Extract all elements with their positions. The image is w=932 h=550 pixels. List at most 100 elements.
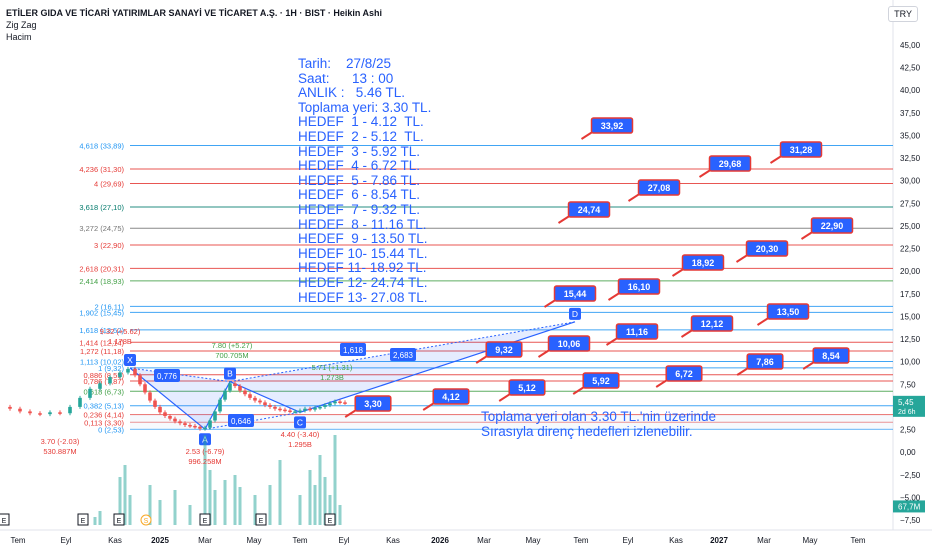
ratio-label: 0,776 bbox=[157, 372, 178, 381]
target-box bbox=[567, 201, 611, 218]
caption-line: Toplama yeri olan 3.30 TL.'nin üzerinde bbox=[481, 409, 716, 424]
volume-bar bbox=[158, 500, 162, 525]
zigzag-volume: 700.705M bbox=[215, 351, 248, 360]
target-box bbox=[690, 315, 734, 332]
target-label: 15,44 bbox=[564, 289, 587, 299]
indicator-zigzag[interactable]: Zig Zag bbox=[6, 20, 37, 30]
y-tick-label: 40,00 bbox=[900, 86, 921, 95]
target-label: 3,30 bbox=[364, 399, 382, 409]
candle-body bbox=[268, 405, 272, 407]
target-label: 31,28 bbox=[790, 145, 813, 155]
candle-body bbox=[193, 425, 197, 428]
analysis-caption: Toplama yeri olan 3.30 TL.'nin üzerinde S… bbox=[481, 409, 716, 439]
pattern-point-label: C bbox=[297, 417, 303, 427]
y-tick-label: 17,50 bbox=[900, 290, 921, 299]
candle-body bbox=[138, 375, 142, 385]
note-line: ANLIK : 5.46 TL. bbox=[298, 85, 406, 101]
candle-body bbox=[168, 415, 172, 419]
target-label: 11,16 bbox=[626, 327, 648, 337]
y-tick-label: 27,50 bbox=[900, 199, 921, 208]
candle-body bbox=[308, 408, 312, 411]
fib-level-label: 0 (2,53) bbox=[98, 425, 124, 434]
volume-bar bbox=[148, 485, 152, 525]
event-marker bbox=[199, 513, 211, 526]
zigzag-label: 9.32 (+5.62) bbox=[100, 327, 141, 336]
x-tick-label: Kas bbox=[386, 536, 400, 545]
target-box bbox=[615, 323, 659, 340]
current-volume-badge bbox=[893, 500, 925, 513]
event-marker-label: E bbox=[117, 518, 122, 525]
fib-level-label: 3 (22,90) bbox=[94, 241, 125, 250]
target-label: 10,06 bbox=[558, 339, 581, 349]
fib-level-label: 1,414 (12,14) bbox=[79, 338, 124, 347]
volume-bar bbox=[268, 485, 272, 525]
target-label: 5,12 bbox=[518, 383, 536, 393]
zigzag-volume: 530.887M bbox=[43, 447, 76, 456]
target-label: 24,74 bbox=[578, 205, 601, 215]
candle-body bbox=[178, 421, 182, 424]
volume-bar bbox=[338, 505, 342, 525]
candle-body bbox=[48, 412, 52, 415]
x-tick-label: Mar bbox=[477, 536, 491, 545]
fib-level-label: 0,886 (8,55) bbox=[84, 371, 125, 380]
target-label: 27,08 bbox=[648, 183, 671, 193]
current-volume-value: 67,7M bbox=[898, 502, 921, 511]
volume-bar bbox=[278, 460, 282, 525]
candle-body bbox=[283, 409, 287, 412]
candle-body bbox=[203, 427, 207, 430]
indicator-volume[interactable]: Hacim bbox=[6, 32, 32, 42]
y-tick-label: −2,50 bbox=[900, 471, 921, 480]
target-box bbox=[590, 117, 634, 134]
target-label: 5,92 bbox=[592, 376, 610, 386]
fib-level-label: 1 (9,32) bbox=[98, 364, 124, 373]
candle-body bbox=[293, 411, 297, 413]
x-tick-label: Kas bbox=[669, 536, 683, 545]
volume-bar bbox=[253, 495, 257, 525]
ratio-box bbox=[390, 348, 416, 361]
volume-bar bbox=[313, 485, 317, 525]
candle-body bbox=[343, 402, 347, 404]
x-tick-label: Tem bbox=[292, 536, 307, 545]
candle-body bbox=[303, 408, 307, 411]
candle-body bbox=[126, 368, 130, 373]
volume-bar bbox=[318, 455, 322, 525]
price-axis-panel bbox=[893, 0, 932, 550]
target-box bbox=[508, 379, 546, 396]
fib-level-label: 1,902 (15,45) bbox=[79, 308, 124, 317]
pattern-point-label: B bbox=[227, 369, 233, 379]
x-tick-label: May bbox=[802, 536, 817, 545]
pattern-point-box bbox=[224, 367, 236, 380]
ratio-label: 2,683 bbox=[393, 351, 414, 360]
candle-body bbox=[338, 401, 342, 403]
candle-body bbox=[273, 406, 277, 409]
zigzag-label: 3.70 (-2.03) bbox=[41, 437, 80, 446]
pattern-point-label: D bbox=[572, 309, 578, 319]
volume-bar bbox=[118, 477, 122, 525]
volume-bar bbox=[233, 475, 237, 525]
target-box bbox=[812, 347, 850, 364]
note-line: Saat: 13 : 00 bbox=[298, 70, 394, 86]
event-marker-label: E bbox=[328, 518, 333, 525]
candle-body bbox=[143, 384, 147, 393]
event-marker-label: E bbox=[259, 518, 264, 525]
candle-body bbox=[68, 406, 72, 414]
y-tick-label: 35,00 bbox=[900, 131, 921, 140]
candle-body bbox=[258, 400, 262, 403]
event-marker bbox=[255, 513, 267, 526]
zigzag-volume: 996.258M bbox=[188, 457, 221, 466]
currency-badge[interactable]: TRY bbox=[888, 6, 918, 22]
x-tick-label: 2026 bbox=[431, 536, 449, 545]
current-price-value: 5,45 bbox=[898, 398, 914, 407]
candle-body bbox=[188, 425, 192, 427]
fib-level-label: 0,236 (4,14) bbox=[84, 411, 125, 420]
candle-body bbox=[263, 402, 267, 406]
fib-level-label: 4,618 (33,89) bbox=[79, 142, 124, 151]
volume-bar bbox=[223, 480, 227, 525]
candle-body bbox=[213, 411, 217, 421]
target-box bbox=[637, 179, 681, 196]
note-line: HEDEF 11- 18.92 TL. bbox=[298, 260, 427, 276]
candle-body bbox=[248, 394, 252, 398]
volume-bar bbox=[308, 470, 312, 525]
note-line: HEDEF 6 - 8.54 TL. bbox=[298, 187, 421, 203]
